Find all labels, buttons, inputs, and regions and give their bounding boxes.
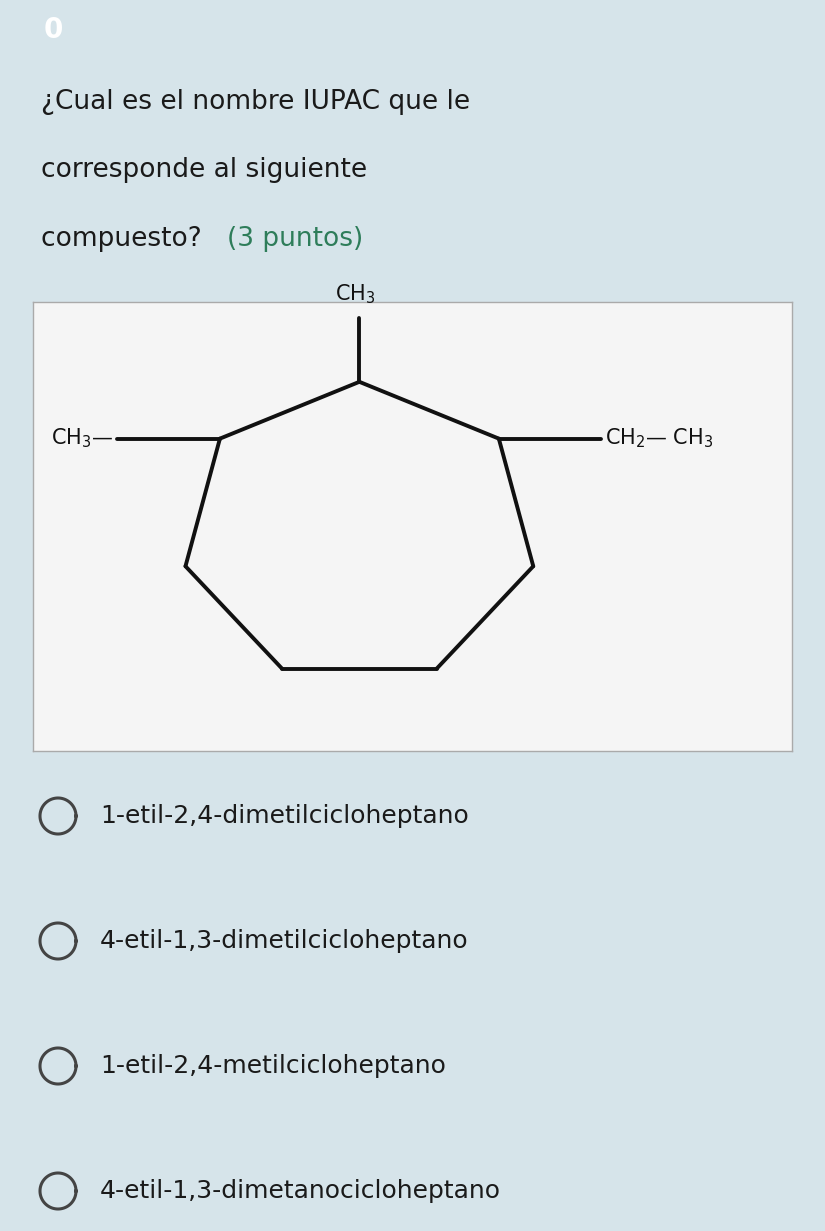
Text: corresponde al siguiente: corresponde al siguiente [40, 158, 367, 183]
Text: CH$_3$: CH$_3$ [335, 282, 376, 307]
Text: 1-etil-2,4-dimetilcicloheptano: 1-etil-2,4-dimetilcicloheptano [100, 804, 469, 828]
Text: compuesto?: compuesto? [40, 225, 210, 251]
Text: CH$_2$— CH$_3$: CH$_2$— CH$_3$ [605, 427, 714, 451]
Text: ¿Cual es el nombre IUPAC que le: ¿Cual es el nombre IUPAC que le [40, 89, 469, 114]
Text: 4-etil-1,3-dimetilcicloheptano: 4-etil-1,3-dimetilcicloheptano [100, 929, 469, 953]
Text: (3 puntos): (3 puntos) [227, 225, 363, 251]
Text: CH$_3$—: CH$_3$— [51, 427, 114, 451]
Text: 0: 0 [44, 16, 64, 43]
Text: 4-etil-1,3-dimetanocicloheptano: 4-etil-1,3-dimetanocicloheptano [100, 1179, 501, 1203]
Text: 1-etil-2,4-metilcicloheptano: 1-etil-2,4-metilcicloheptano [100, 1054, 446, 1078]
